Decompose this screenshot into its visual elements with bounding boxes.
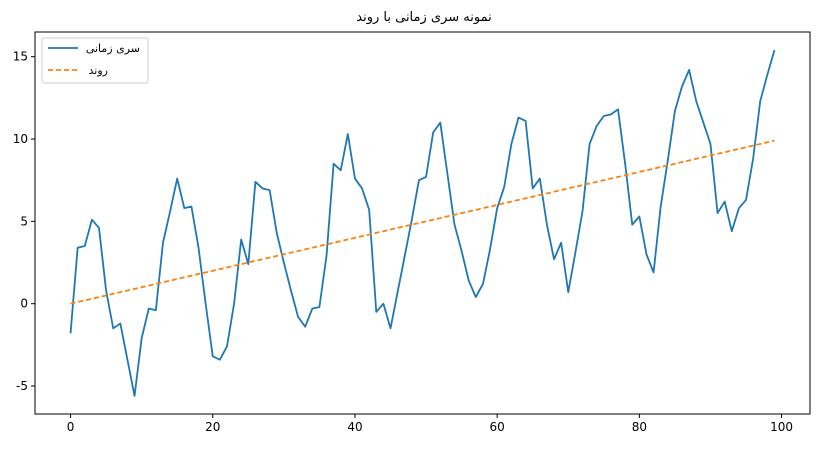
y-tick-label: 5 bbox=[20, 214, 28, 228]
y-tick-label: 10 bbox=[13, 132, 28, 146]
y-tick-label: 15 bbox=[13, 50, 28, 64]
series-line-trend bbox=[70, 139, 775, 305]
series-line-time-series bbox=[69, 49, 776, 397]
legend-label-series: سری زمانی bbox=[86, 42, 140, 55]
chart-title: نمونه سری زمانی با روند bbox=[356, 10, 491, 25]
x-tick-label: 100 bbox=[770, 420, 793, 434]
y-tick-label: 0 bbox=[20, 297, 28, 311]
y-axis: -5 0 5 10 15 bbox=[13, 50, 35, 393]
legend-label-trend: روند bbox=[89, 64, 108, 77]
y-tick-label: -5 bbox=[16, 379, 28, 393]
x-tick-label: 60 bbox=[490, 420, 505, 434]
x-axis: 0 20 40 60 80 100 bbox=[67, 414, 793, 434]
series-layer bbox=[69, 49, 776, 397]
x-tick-label: 40 bbox=[347, 420, 362, 434]
x-tick-label: 0 bbox=[67, 420, 75, 434]
x-tick-label: 80 bbox=[632, 420, 647, 434]
x-tick-label: 20 bbox=[205, 420, 220, 434]
legend-box bbox=[41, 37, 149, 84]
plot-area: 0 20 40 60 80 100 -5 0 5 10 15 bbox=[13, 31, 811, 434]
legend: سری زمانی روند bbox=[41, 37, 149, 84]
